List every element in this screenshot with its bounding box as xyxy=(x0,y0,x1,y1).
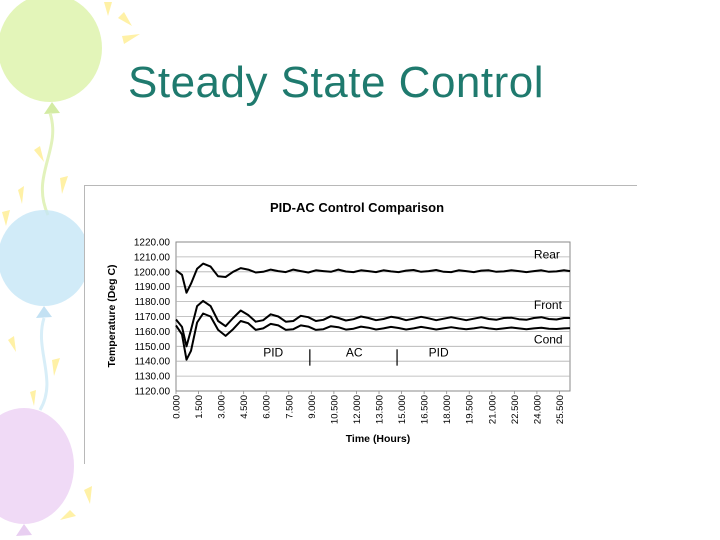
series-line-cond xyxy=(175,312,571,361)
x-tick-labels: 0.000 1.500 3.000 4.500 6.000 7.500 9.000 10.50… xyxy=(172,391,566,424)
y-tick-label: 1170.00 xyxy=(135,312,171,323)
x-tick-label: 0.000 xyxy=(172,395,183,419)
line-chart: PID-AC Control Comparison Time (Hours) T… xyxy=(106,200,571,445)
x-tick-label: 1.500 xyxy=(194,395,205,419)
y-tick-label: 1150.00 xyxy=(135,342,171,353)
y-tick-labels: 1220.00 1210.00 1200.00 1190.00 1180.00 1170.… xyxy=(134,238,171,398)
confetti-rays xyxy=(2,2,140,520)
y-axis-label: Temperature (Deg C) xyxy=(106,264,118,367)
series-label-rear: Rear xyxy=(534,247,560,261)
phase-dividers xyxy=(309,349,398,366)
balloon-pink-bottom xyxy=(0,408,74,536)
series-label-front: Front xyxy=(534,298,563,312)
y-tick-label: 1220.00 xyxy=(134,238,171,249)
series-line-front xyxy=(175,299,570,348)
x-tick-label: 16.500 xyxy=(420,395,431,424)
x-axis-label: Time (Hours) xyxy=(346,433,411,445)
slide-title: Steady State Control xyxy=(128,58,545,107)
x-tick-label: 15.000 xyxy=(397,395,408,424)
y-tick-label: 1160.00 xyxy=(135,327,171,338)
x-tick-label: 10.500 xyxy=(329,395,340,424)
y-tick-label: 1140.00 xyxy=(135,357,171,368)
x-tick-label: 9.000 xyxy=(307,395,318,419)
balloon-blue-mid xyxy=(0,210,90,411)
x-tick-label: 21.000 xyxy=(487,395,498,424)
x-tick-label: 13.500 xyxy=(375,395,386,424)
x-tick-label: 18.000 xyxy=(442,395,453,424)
y-tick-label: 1190.00 xyxy=(135,282,171,293)
x-tick-label: 24.000 xyxy=(532,395,543,424)
x-tick-label: 6.000 xyxy=(262,395,273,419)
x-tick-label: 22.500 xyxy=(510,395,521,424)
y-tick-label: 1200.00 xyxy=(134,267,171,278)
y-tick-label: 1130.00 xyxy=(135,372,171,383)
series-lines xyxy=(175,262,571,361)
mode-label-ac: AC xyxy=(346,346,363,360)
chart-annotations: Rear Front Cond PID AC PID xyxy=(263,247,562,359)
x-tick-label: 19.500 xyxy=(465,395,476,424)
balloon-green-top xyxy=(0,0,102,216)
series-line-rear xyxy=(175,262,571,294)
x-tick-label: 7.500 xyxy=(284,395,295,419)
mode-label-pid: PID xyxy=(263,346,283,360)
chart-panel: PID-AC Control Comparison Time (Hours) T… xyxy=(84,185,637,464)
x-tick-label: 12.000 xyxy=(352,395,363,424)
x-tick-label: 3.000 xyxy=(217,395,228,419)
chart-title: PID-AC Control Comparison xyxy=(270,200,444,215)
y-tick-label: 1180.00 xyxy=(135,297,171,308)
x-tick-label: 25.500 xyxy=(555,395,566,424)
mode-label-pid: PID xyxy=(429,346,449,360)
x-tick-label: 4.500 xyxy=(239,395,250,419)
y-tick-label: 1120.00 xyxy=(135,387,171,398)
y-tick-label: 1210.00 xyxy=(134,252,171,263)
series-label-cond: Cond xyxy=(534,332,563,346)
